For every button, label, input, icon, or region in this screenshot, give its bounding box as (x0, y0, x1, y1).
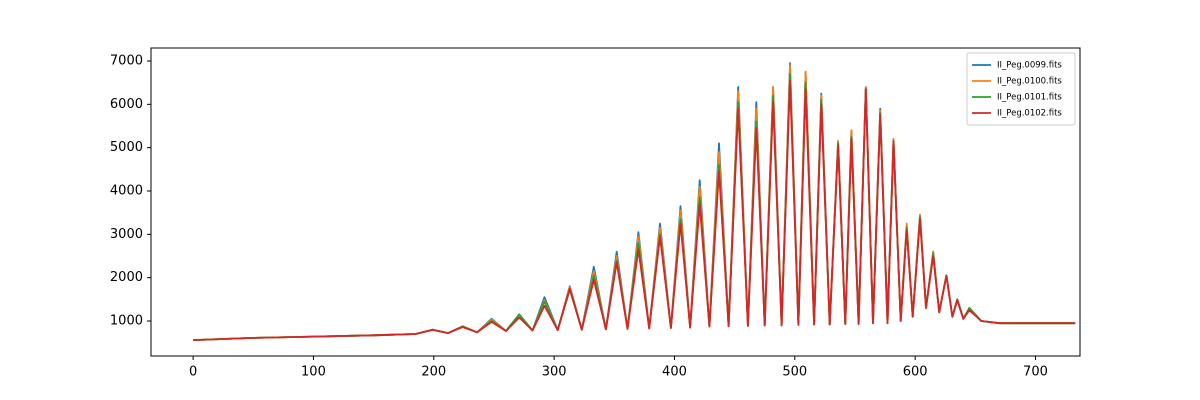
x-tick-label: 600 (903, 365, 928, 380)
legend: II_Peg.0099.fits II_Peg.0100.fits II_Peg.0… (966, 52, 1076, 126)
series-line (193, 64, 1076, 341)
y-tick-label: 2000 (110, 270, 143, 285)
plot-frame (150, 47, 1081, 357)
x-tick-label: 500 (782, 365, 807, 380)
y-tick-label: 5000 (110, 140, 143, 155)
series-line (193, 62, 1076, 341)
x-tick-label: 700 (1023, 365, 1048, 380)
y-tick-label: 6000 (110, 97, 143, 112)
series-line (193, 79, 1076, 341)
legend-label: II_Peg.0102.fits (997, 109, 1062, 119)
y-tick-label: 3000 (110, 227, 143, 242)
series-line (193, 73, 1076, 341)
x-tick-label: 400 (662, 365, 687, 380)
x-tick-label: 100 (301, 365, 326, 380)
x-tick-label: 200 (421, 365, 446, 380)
y-tick-label: 4000 (110, 183, 143, 198)
y-tick-label: 7000 (110, 53, 143, 68)
legend-label: II_Peg.0101.fits (997, 93, 1062, 103)
legend-label: II_Peg.0100.fits (997, 77, 1062, 87)
x-tick-label: 300 (542, 365, 567, 380)
y-tick-label: 1000 (110, 313, 143, 328)
legend-box (966, 52, 1076, 126)
legend-label: II_Peg.0099.fits (997, 61, 1062, 71)
x-tick-label: 0 (189, 365, 197, 380)
